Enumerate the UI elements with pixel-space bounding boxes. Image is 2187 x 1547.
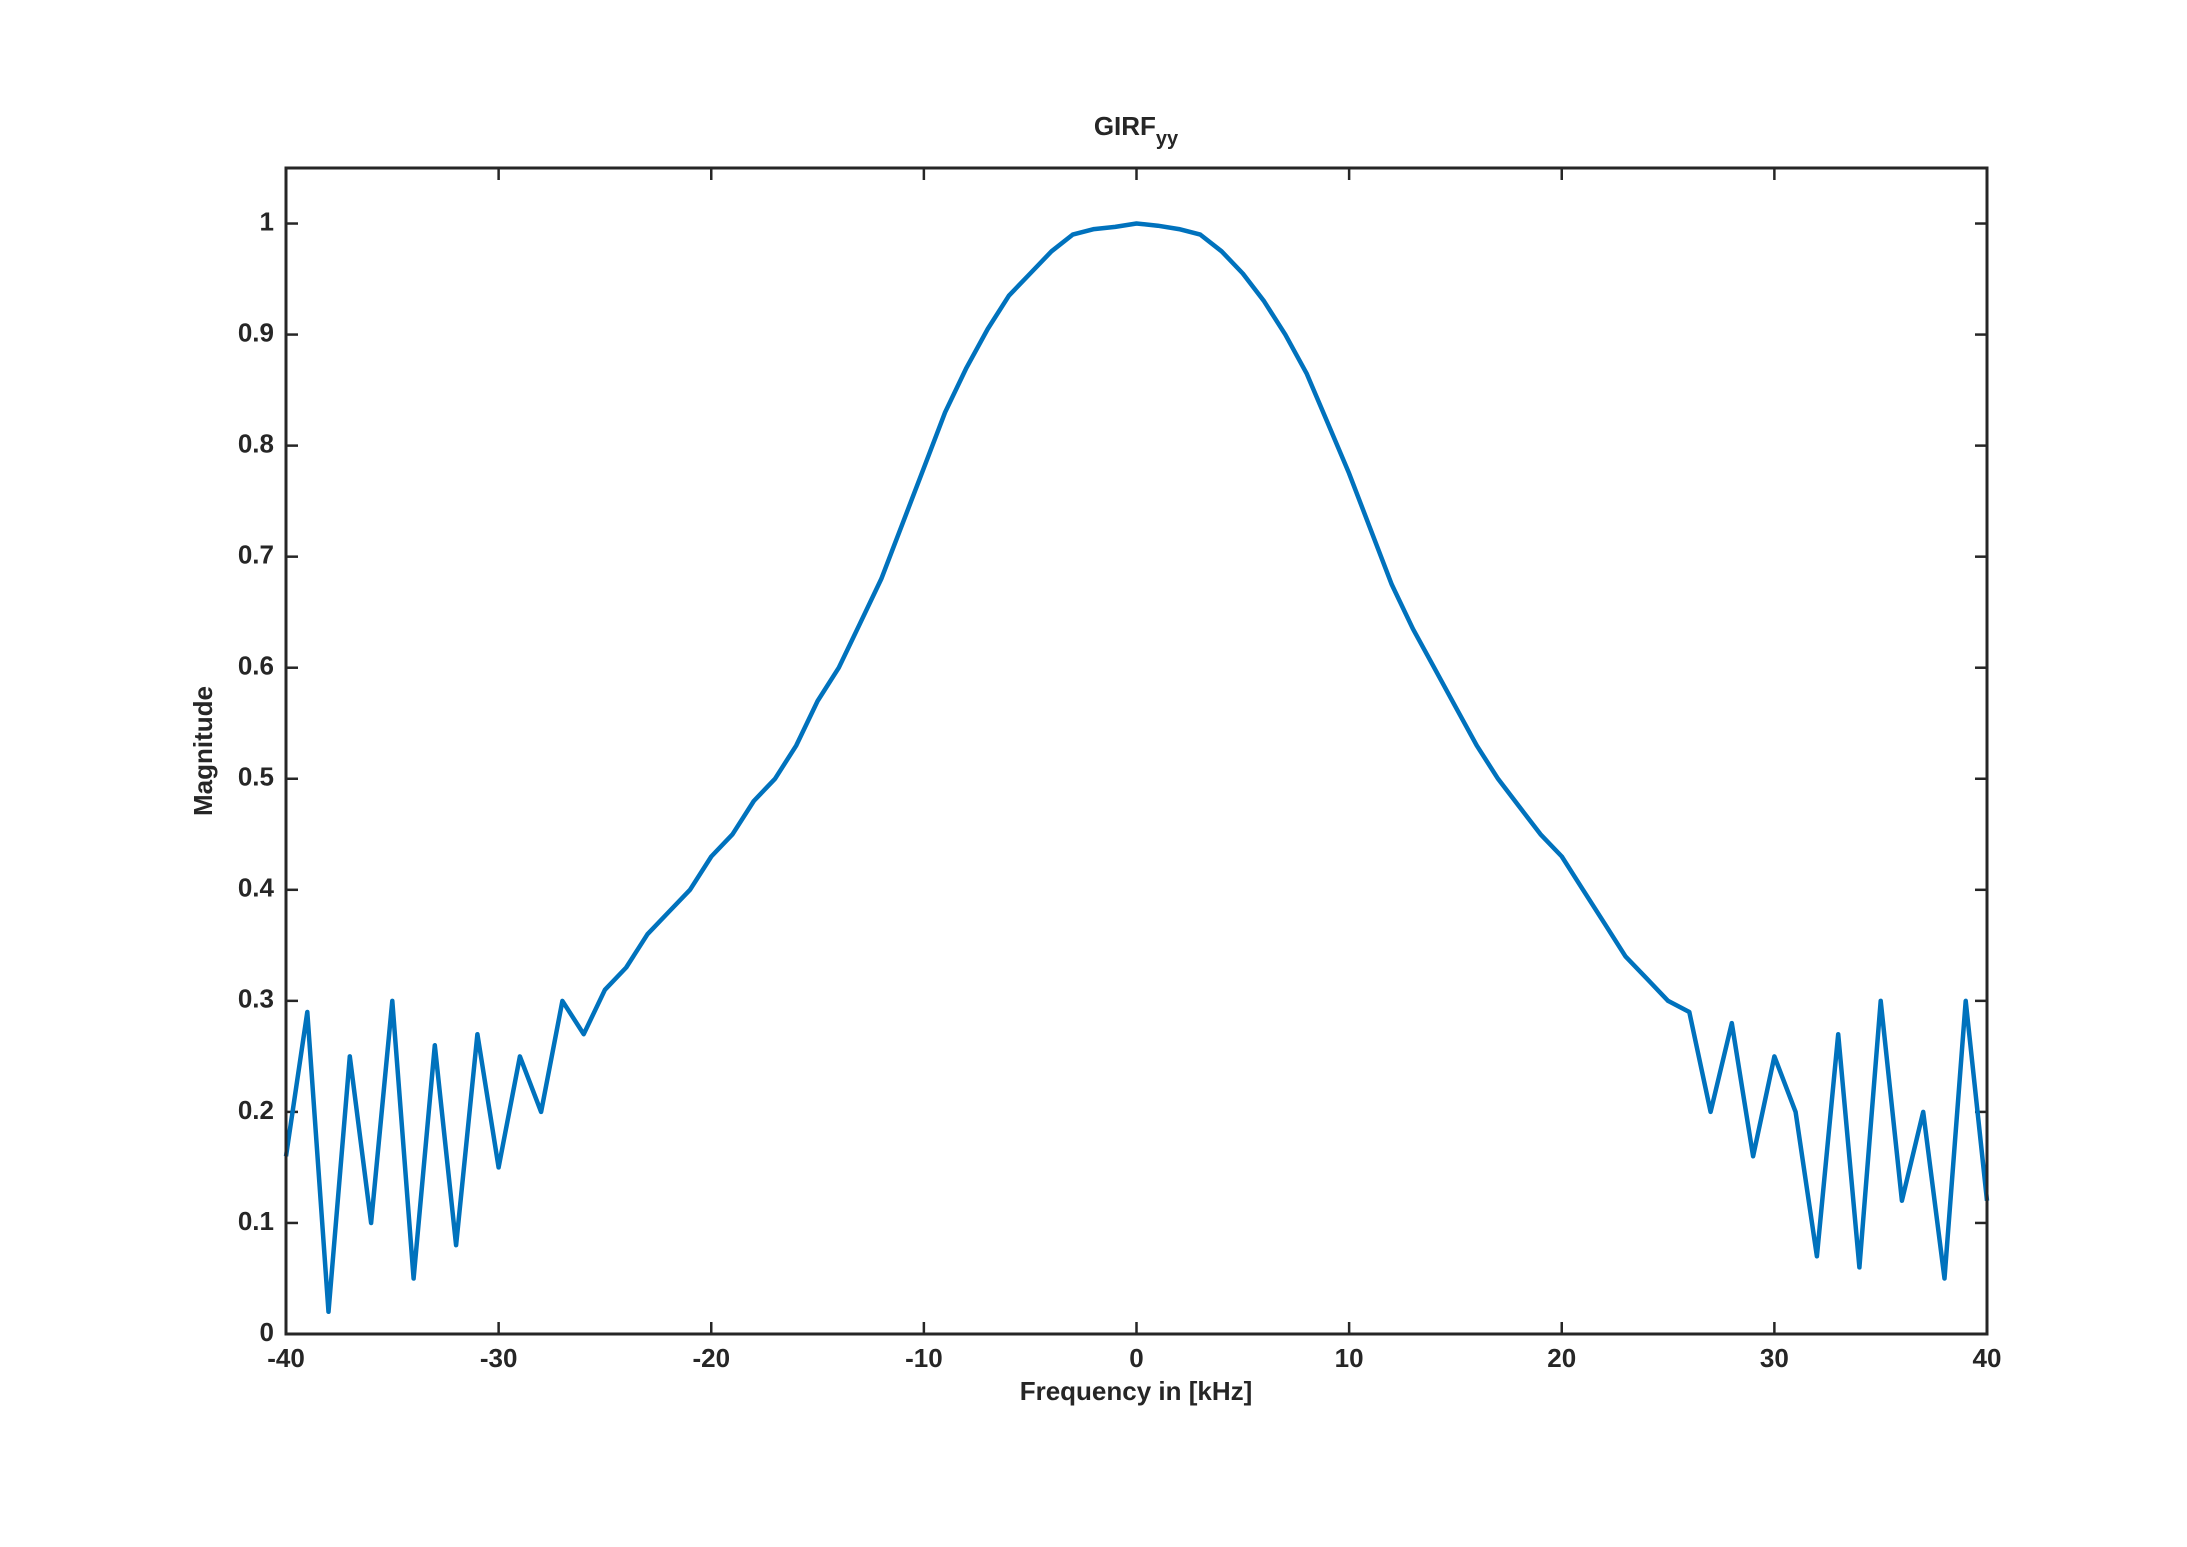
x-tick-label: 0: [1129, 1343, 1143, 1373]
y-tick-label: 0.7: [238, 540, 274, 570]
y-tick-label: 0.8: [238, 428, 274, 458]
title-subscript: yy: [1156, 128, 1179, 150]
x-tick-label: -40: [267, 1343, 305, 1373]
y-tick-label: 0.6: [238, 651, 274, 681]
y-tick-label: 0.2: [238, 1095, 274, 1125]
y-tick-label: 0.3: [238, 984, 274, 1014]
x-tick-label: 40: [1973, 1343, 2002, 1373]
y-tick-label: 1: [260, 206, 274, 236]
chart-title: GIRFyy: [1094, 111, 1179, 150]
x-tick-label: -20: [692, 1343, 730, 1373]
y-tick-label: 0.1: [238, 1206, 274, 1236]
y-tick-label: 0: [260, 1317, 274, 1347]
x-tick-label: -10: [905, 1343, 943, 1373]
data-line: [283, 221, 1990, 1315]
y-tick-label: 0.5: [238, 762, 274, 792]
x-axis-label: Frequency in [kHz]: [1020, 1376, 1253, 1406]
x-tick-label: 20: [1547, 1343, 1576, 1373]
title-main: GIRF: [1094, 111, 1156, 141]
x-tick-label: 10: [1335, 1343, 1364, 1373]
plot-frame: [284, 166, 1989, 1336]
x-tick-label: -30: [480, 1343, 518, 1373]
y-axis-label: Magnitude: [188, 686, 218, 816]
y-tick-label: 0.4: [238, 873, 275, 903]
y-tick-label: 0.9: [238, 317, 274, 347]
x-tick-label: 30: [1760, 1343, 1789, 1373]
